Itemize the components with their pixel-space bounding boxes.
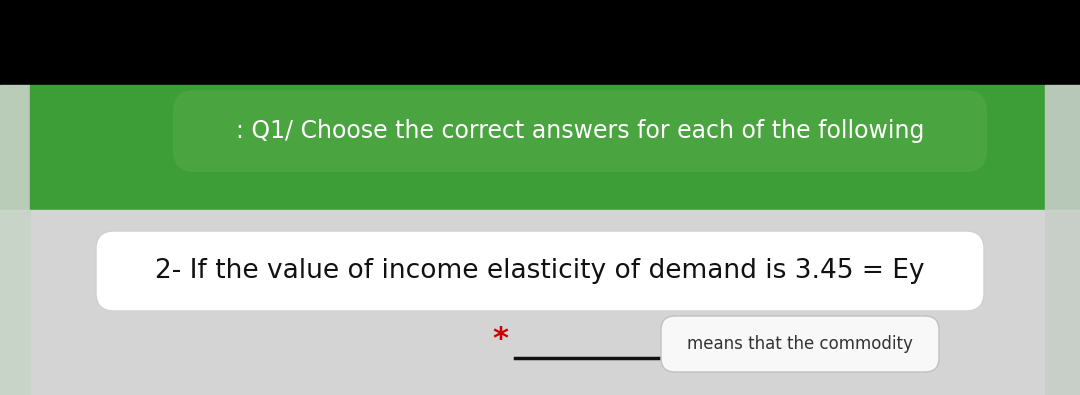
FancyBboxPatch shape xyxy=(96,231,984,311)
FancyBboxPatch shape xyxy=(173,90,987,172)
FancyBboxPatch shape xyxy=(661,316,939,372)
Bar xyxy=(0,85,30,210)
Text: 2- If the value of income elasticity of demand is 3.45 = Ey: 2- If the value of income elasticity of … xyxy=(156,258,924,284)
Bar xyxy=(1045,85,1080,210)
Bar xyxy=(30,85,1045,210)
Bar xyxy=(0,210,30,395)
Bar xyxy=(0,210,1080,395)
Text: : Q1/ Choose the correct answers for each of the following: : Q1/ Choose the correct answers for eac… xyxy=(235,119,924,143)
Bar xyxy=(0,0,1080,85)
Text: means that the commodity: means that the commodity xyxy=(687,335,913,353)
Bar xyxy=(1045,210,1080,395)
Text: *: * xyxy=(492,325,508,354)
